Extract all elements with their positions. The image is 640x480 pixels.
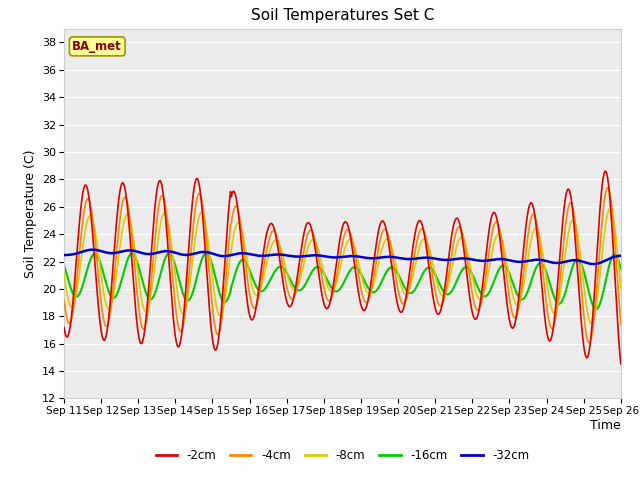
Title: Soil Temperatures Set C: Soil Temperatures Set C — [251, 9, 434, 24]
Legend: -2cm, -4cm, -8cm, -16cm, -32cm: -2cm, -4cm, -8cm, -16cm, -32cm — [151, 444, 534, 467]
X-axis label: Time: Time — [590, 419, 621, 432]
Y-axis label: Soil Temperature (C): Soil Temperature (C) — [24, 149, 36, 278]
Text: BA_met: BA_met — [72, 40, 122, 53]
